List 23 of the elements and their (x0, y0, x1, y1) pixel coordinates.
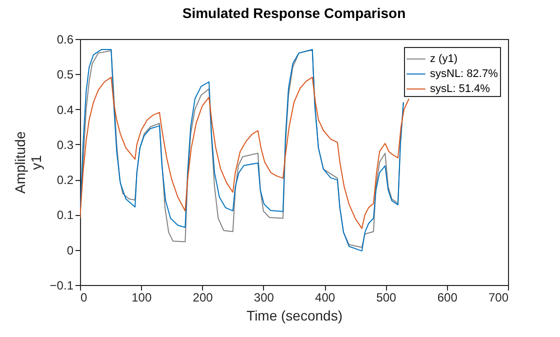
y-tick-label: 0.4 (56, 102, 74, 117)
x-tick-label: 0 (80, 290, 88, 304)
x-tick-label: 700 (488, 290, 509, 304)
y-tick-label: 0.3 (56, 138, 74, 152)
y-tick-label: 0.6 (56, 32, 74, 46)
y-tick-label: 0 (66, 243, 74, 258)
legend-label: sysL: 51.4% (430, 83, 490, 95)
x-tick-label: 200 (192, 290, 214, 304)
y-tick-label: −0.1 (50, 278, 74, 292)
x-tick-label: 300 (254, 290, 274, 304)
line-series (80, 76, 410, 229)
x-tick-label: 600 (437, 290, 458, 304)
y-tick-label: 0.1 (56, 208, 74, 222)
y-tick-label: 0.2 (56, 173, 74, 188)
x-axis-title: Time (seconds) (246, 308, 342, 324)
x-tick-label: 100 (132, 290, 152, 304)
legend-label: sysNL: 82.7% (430, 68, 498, 80)
y-axis-title: Amplitude y1 (12, 131, 44, 194)
y-tick-label: 0.5 (56, 68, 74, 82)
x-tick-label: 500 (376, 290, 397, 304)
x-tick-label: 400 (315, 290, 336, 304)
chart-title: Simulated Response Comparison (182, 5, 406, 21)
legend-label: z (y1) (430, 53, 458, 65)
